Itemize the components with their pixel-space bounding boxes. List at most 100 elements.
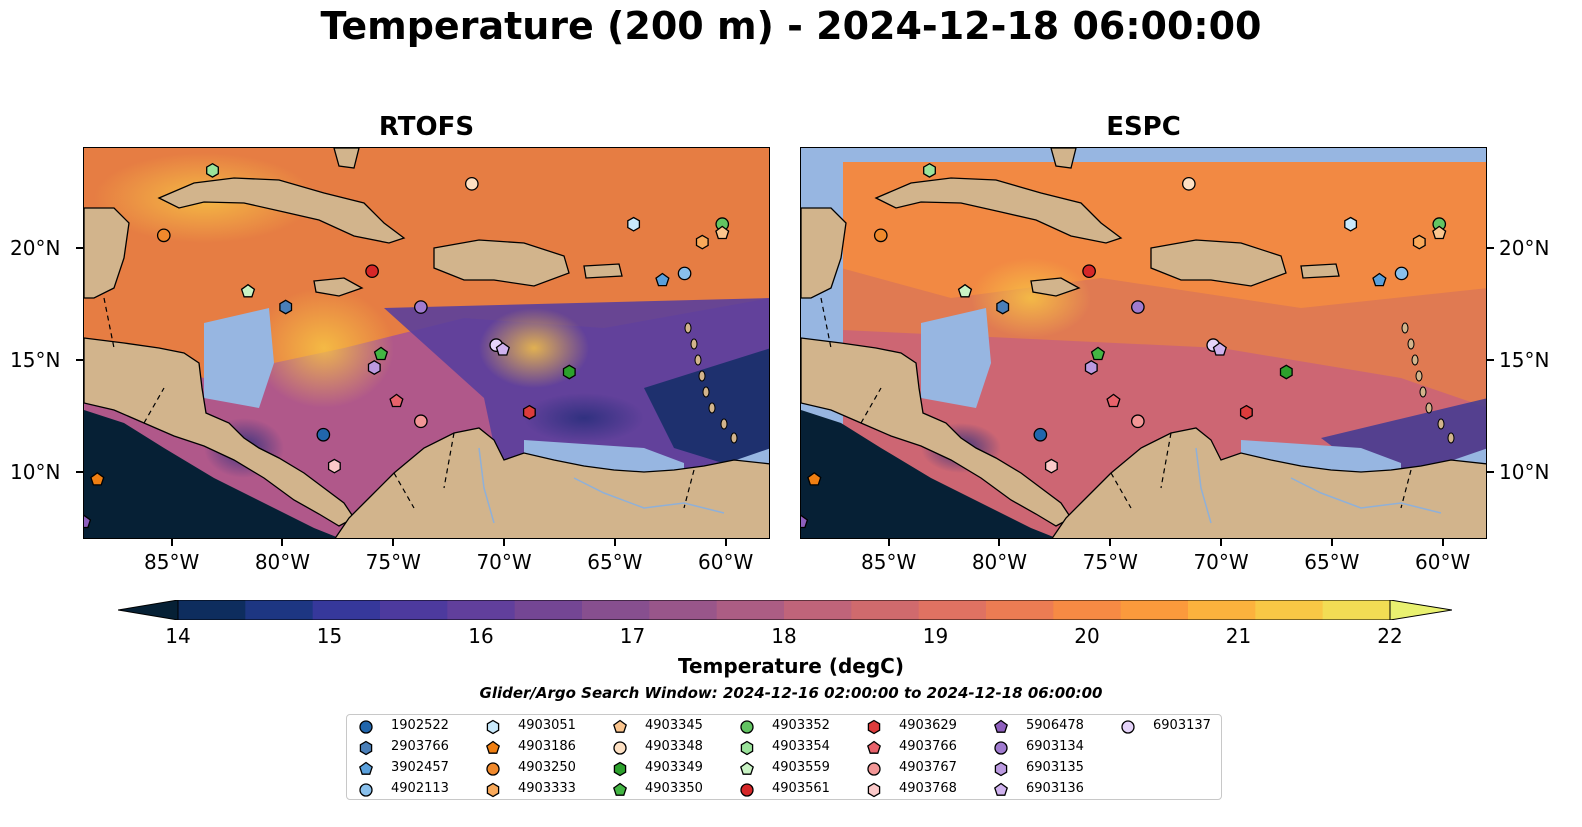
legend-label: 4903345 (645, 718, 703, 733)
legend-marker (1121, 720, 1135, 734)
legend-marker (359, 761, 373, 775)
colorbar-tick-label: 17 (619, 624, 646, 648)
lon-tick-mark (170, 539, 173, 546)
colorbar-tick-label: 16 (468, 624, 494, 648)
legend-marker-icon (359, 740, 373, 756)
colorbar-segment (1188, 600, 1256, 620)
colorbar-tick-label: 20 (1074, 624, 1100, 648)
float-marker-4903350 (1090, 346, 1106, 361)
colorbar-segment (784, 600, 852, 620)
float-marker-1902522 (1033, 427, 1048, 442)
lon-tick-mark (503, 539, 506, 546)
float-marker-4903559 (240, 283, 256, 298)
legend-marker-icon (613, 741, 627, 755)
float-marker-4903345 (1432, 225, 1447, 240)
colorbar-segment (312, 600, 381, 620)
lat-tick-mark (1487, 470, 1494, 473)
float-marker-6903135 (1084, 360, 1098, 375)
legend-marker (486, 762, 500, 776)
float-marker-6903135 (367, 360, 381, 375)
map-canvas-rtofs (84, 148, 769, 538)
legend-marker (994, 782, 1008, 796)
legend-marker (486, 782, 500, 798)
colorbar-segment (986, 600, 1054, 620)
float-marker-4903051 (627, 216, 641, 232)
legend-marker (613, 719, 627, 733)
colorbar (117, 599, 1453, 621)
lon-tick-label: 60°W (1415, 550, 1471, 574)
float-marker-4903354 (206, 162, 219, 178)
legend-marker-icon (613, 782, 627, 796)
legend-marker-icon (486, 762, 500, 776)
colorbar-segment (716, 600, 785, 620)
colorbar-segment (649, 600, 718, 620)
lon-tick-label: 70°W (1193, 550, 1249, 574)
lat-tick-mark (76, 358, 83, 361)
legend-marker-icon (994, 761, 1008, 777)
float-marker-4903333 (695, 234, 709, 250)
map-canvas-espc (801, 148, 1486, 538)
legend-marker-icon (867, 762, 881, 776)
float-marker-4903250 (873, 228, 888, 243)
legend-label: 5906478 (1026, 718, 1084, 733)
legend-marker (994, 761, 1008, 777)
colorbar-segment (245, 600, 314, 620)
colorbar-segment (582, 600, 650, 620)
colorbar-tick-label: 21 (1225, 624, 1252, 648)
legend-label: 4903349 (645, 760, 703, 775)
legend-label: 1902522 (391, 718, 449, 733)
float-marker-5906478 (84, 514, 92, 529)
lon-tick-mark (1109, 539, 1112, 546)
legend-label: 6903135 (1026, 760, 1084, 775)
colorbar-tick-label: 19 (922, 624, 949, 648)
legend-label: 6903134 (1026, 739, 1084, 754)
lon-tick-mark (998, 539, 1001, 546)
float-marker-4903629 (522, 404, 536, 420)
legend-marker (613, 782, 627, 796)
lon-tick-label: 65°W (1304, 550, 1360, 574)
colorbar-graphic (117, 599, 1453, 621)
colorbar-segment (1053, 600, 1122, 620)
float-marker-5906478 (801, 514, 809, 529)
lon-tick-label: 75°W (1082, 550, 1138, 574)
search-window-text: Glider/Argo Search Window: 2024-12-16 02… (479, 684, 1103, 702)
legend-marker-icon (994, 782, 1008, 796)
colorbar-segment (178, 600, 246, 620)
lon-tick-mark (724, 539, 727, 546)
float-marker-4902113 (1394, 266, 1409, 281)
legend-label: 4903354 (772, 739, 830, 754)
legend-marker (359, 720, 373, 734)
legend-marker (994, 741, 1008, 755)
float-marker-4903561 (1082, 264, 1096, 279)
legend-marker (740, 783, 754, 797)
legend-label: 4903559 (772, 760, 830, 775)
legend-marker-icon (740, 740, 754, 756)
legend-label: 2903766 (391, 739, 449, 754)
float-marker-4903186 (807, 471, 822, 486)
legend-label: 4903766 (899, 739, 957, 754)
float-marker-1902522 (316, 427, 331, 442)
lat-tick-mark (76, 470, 83, 473)
float-marker-4903333 (1412, 234, 1426, 250)
lat-tick-mark (1487, 246, 1494, 249)
colorbar-tick-label: 18 (771, 624, 797, 648)
legend-marker-icon (359, 720, 373, 734)
float-marker-4903354 (923, 162, 936, 178)
colorbar-tick-label: 15 (316, 624, 343, 648)
legend-marker-icon (486, 740, 500, 754)
lat-tick-label-right: 15°N (1499, 347, 1550, 372)
legend-marker-icon (613, 719, 627, 733)
float-marker-2903766 (996, 299, 1010, 315)
float-marker-4903559 (957, 283, 973, 298)
legend-marker (486, 719, 500, 735)
float-marker-4903767 (414, 414, 428, 429)
float-marker-4903629 (1239, 404, 1253, 420)
float-marker-4903186 (90, 471, 105, 486)
float-marker-3902457 (1372, 272, 1387, 287)
legend-marker-icon (486, 719, 500, 735)
legend-label: 4902113 (391, 781, 449, 796)
lat-tick-label-right: 10°N (1499, 459, 1550, 484)
float-marker-4903051 (1344, 216, 1358, 232)
lat-tick-label-left: 20°N (10, 235, 61, 260)
float-marker-3902457 (655, 272, 670, 287)
